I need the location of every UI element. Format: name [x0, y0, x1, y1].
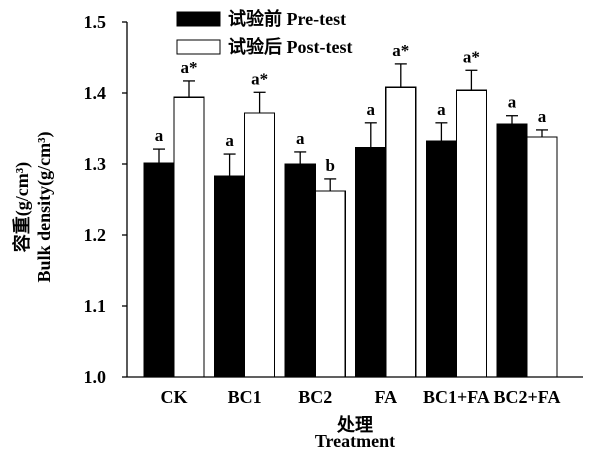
- significance-label-post-test-bc2: b: [325, 156, 334, 175]
- error-bar-pre-test-bc2-fa: [506, 115, 518, 125]
- y-axis-title-en: Bulk density(g/cm³): [34, 132, 55, 283]
- error-bar-pre-test-fa: [364, 122, 377, 148]
- significance-label-post-test-ck: a*: [181, 58, 198, 77]
- bar-pre-test-fa: [355, 147, 387, 378]
- bar-post-test-bc2: [314, 190, 346, 378]
- bar-post-test-bc1: [244, 112, 276, 378]
- significance-label-pre-test-ck: a: [155, 126, 164, 145]
- bar-pre-test-ck: [143, 162, 175, 378]
- error-bar-post-test-fa: [394, 63, 407, 88]
- error-bar-post-test-bc2-fa: [536, 129, 548, 138]
- x-category-label-ck: CK: [161, 387, 188, 407]
- legend-label-pre-test: 试验前 Pre-test: [228, 8, 346, 29]
- y-axis-ticks: 1.0 1.1 1.2 1.3 1.4 1.5: [84, 12, 127, 387]
- significance-label-post-test-bc2-fa: a: [538, 107, 547, 126]
- x-category-label-fa: FA: [374, 387, 397, 407]
- error-bar-post-test-ck: [183, 80, 195, 98]
- error-bar-post-test-bc1-fa: [465, 69, 478, 91]
- significance-labels: a a a a a a a* a* b a* a* a: [155, 41, 547, 175]
- x-category-label-bc2: BC2: [298, 387, 332, 407]
- legend: 试验前 Pre-test 试验后 Post-test: [176, 8, 352, 57]
- bar-post-test-ck: [173, 96, 205, 378]
- y-axis-title-cn: 容重(g/cm³): [11, 162, 33, 252]
- x-axis-title-en: Treatment: [315, 431, 395, 451]
- significance-label-post-test-bc1: a*: [251, 69, 268, 88]
- x-category-label-bc1: BC1: [228, 387, 262, 407]
- x-axis-title-cn: 处理: [336, 414, 373, 435]
- error-bar-post-test-bc1: [253, 91, 266, 113]
- legend-swatch-post-test: [176, 39, 221, 55]
- significance-label-pre-test-bc2: a: [296, 129, 305, 148]
- y-tick-label-1-3: 1.3: [84, 154, 107, 174]
- error-bar-pre-test-bc2: [294, 151, 307, 164]
- significance-label-pre-test-fa: a: [367, 100, 376, 119]
- legend-label-post-test: 试验后 Post-test: [228, 36, 352, 57]
- y-tick-label-1-4: 1.4: [84, 83, 107, 103]
- significance-label-pre-test-bc2-fa: a: [508, 93, 517, 112]
- significance-label-pre-test-bc1: a: [225, 131, 234, 150]
- bar-group: [143, 63, 558, 378]
- significance-label-pre-test-bc1-fa: a: [437, 100, 446, 119]
- bar-post-test-bc2-fa: [526, 136, 558, 378]
- y-tick-label-1-1: 1.1: [84, 296, 107, 316]
- error-bar-pre-test-bc1: [223, 153, 236, 177]
- y-tick-label-1-0: 1.0: [84, 367, 107, 387]
- x-category-label-bc1-fa: BC1+FA: [423, 387, 490, 407]
- legend-swatch-pre-test: [176, 11, 221, 27]
- bar-pre-test-bc1: [214, 175, 246, 378]
- bar-post-test-bc1-fa: [455, 89, 487, 378]
- bar-pre-test-bc2-fa: [496, 123, 528, 378]
- y-tick-label-1-2: 1.2: [84, 225, 107, 245]
- bar-pre-test-bc2: [284, 163, 316, 378]
- error-bar-pre-test-ck: [153, 148, 165, 164]
- y-tick-label-1-5: 1.5: [84, 12, 107, 32]
- significance-label-post-test-fa: a*: [392, 41, 409, 60]
- bar-pre-test-bc1-fa: [425, 140, 457, 378]
- bar-post-test-fa: [385, 86, 417, 378]
- x-category-label-bc2-fa: BC2+FA: [494, 387, 561, 407]
- x-axis-category-labels: CK BC1 BC2 FA BC1+FA BC2+FA: [161, 387, 561, 407]
- significance-label-post-test-bc1-fa: a*: [463, 47, 480, 66]
- error-bar-pre-test-bc1-fa: [435, 122, 448, 142]
- error-bar-post-test-bc2: [324, 178, 337, 191]
